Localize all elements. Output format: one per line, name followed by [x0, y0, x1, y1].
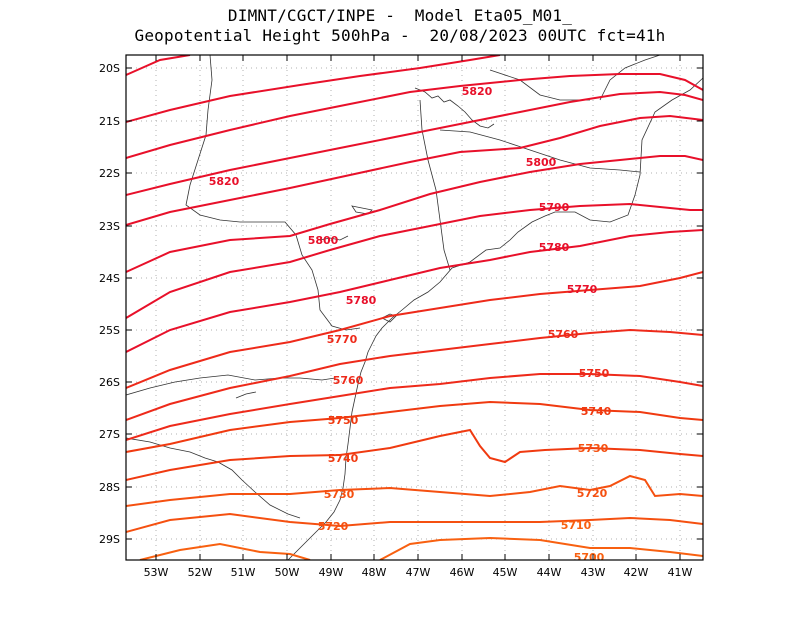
- contour-label: 5710: [561, 519, 592, 532]
- lon-tick-label: 48W: [362, 566, 387, 579]
- contour-label: 5770: [327, 333, 358, 346]
- state-border: [599, 55, 661, 101]
- lon-tick-label: 47W: [406, 566, 431, 579]
- lon-tick-label: 45W: [493, 566, 518, 579]
- lat-tick-label: 26S: [99, 376, 120, 389]
- lat-tick-label: 25S: [99, 324, 120, 337]
- lat-tick-label: 24S: [99, 272, 120, 285]
- lon-tick-label: 43W: [581, 566, 606, 579]
- chart-title-line-2: Geopotential Height 500hPa - 20/08/2023 …: [134, 26, 666, 45]
- lat-tick-label: 22S: [99, 167, 120, 180]
- contour-line: [126, 202, 703, 319]
- longitude-axis: [155, 55, 681, 560]
- lon-tick-label: 44W: [537, 566, 562, 579]
- contour-label: 5820: [462, 85, 493, 98]
- contour-line: [139, 542, 311, 560]
- contour-label: 5770: [567, 283, 598, 296]
- contour-label: 5800: [526, 156, 557, 169]
- lon-tick-label: 51W: [231, 566, 256, 579]
- coastline-and-borders: [126, 55, 703, 560]
- contour-label: 5720: [577, 487, 608, 500]
- contour-line: [126, 512, 703, 533]
- reservoir: [414, 87, 495, 129]
- chart-title-line-1: DIMNT/CGCT/INPE - Model Eta05_M01_: [227, 6, 573, 25]
- contour-label: 5750: [579, 367, 610, 380]
- contour-line: [126, 155, 703, 273]
- latitude-labels: 20S 21S 22S 23S 24S 25S 26S 27S 28S 29S: [99, 62, 120, 546]
- latitude-axis: [126, 67, 703, 540]
- contour-line: [126, 474, 703, 507]
- contour-line: [126, 328, 703, 421]
- lon-tick-label: 49W: [319, 566, 344, 579]
- state-border: [489, 69, 590, 101]
- state-border: [419, 99, 451, 271]
- geopotential-contours: [126, 55, 703, 560]
- lat-tick-label: 27S: [99, 428, 120, 441]
- contour-label: 5750: [328, 414, 359, 427]
- contour-label: 5740: [581, 405, 612, 418]
- plot-frame: [125, 54, 704, 561]
- state-border: [439, 129, 641, 173]
- contour-label: 5730: [578, 442, 609, 455]
- contour-line: [126, 400, 703, 453]
- reservoir: [319, 235, 349, 241]
- contour-label: 5720: [318, 520, 349, 533]
- grid-lines: [126, 55, 703, 560]
- lat-tick-label: 28S: [99, 481, 120, 494]
- contour-line: [126, 373, 703, 441]
- contour-line: [379, 536, 703, 560]
- contour-label: 5800: [308, 234, 339, 247]
- lon-tick-label: 42W: [624, 566, 649, 579]
- contour-line: [126, 114, 703, 226]
- contour-label: 5780: [539, 241, 570, 254]
- lon-tick-label: 50W: [275, 566, 300, 579]
- contour-label: 5730: [324, 488, 355, 501]
- contour-line: [126, 55, 501, 123]
- contour-line: [126, 428, 703, 481]
- lon-tick-label: 41W: [668, 566, 693, 579]
- coastline: [287, 77, 703, 560]
- contour-label: 5780: [346, 294, 377, 307]
- contour-label: 5820: [209, 175, 240, 188]
- contour-line: [126, 55, 191, 76]
- contour-label: 5700: [574, 551, 605, 564]
- contour-label: 5760: [333, 374, 364, 387]
- lat-tick-label: 21S: [99, 115, 120, 128]
- state-border: [126, 374, 336, 396]
- reservoir: [235, 391, 257, 399]
- contour-line: [126, 73, 703, 159]
- state-border: [126, 437, 301, 519]
- lon-tick-label: 46W: [450, 566, 475, 579]
- contour-line: [126, 229, 703, 353]
- longitude-labels: 53W 52W 51W 50W 49W 48W 47W 46W 45W 44W …: [144, 566, 693, 579]
- lat-tick-label: 29S: [99, 533, 120, 546]
- contour-line: [126, 90, 703, 196]
- contour-label: 5790: [539, 201, 570, 214]
- lat-tick-label: 20S: [99, 62, 120, 75]
- lat-tick-label: 23S: [99, 220, 120, 233]
- contour-line: [126, 271, 703, 389]
- contour-label: 5760: [548, 328, 579, 341]
- lon-tick-label: 52W: [188, 566, 213, 579]
- state-border: [185, 55, 361, 331]
- contour-labels: 5820 5800 5790 5820 5800 5780 5780 5770 …: [209, 85, 612, 564]
- contour-label: 5740: [328, 452, 359, 465]
- lon-tick-label: 53W: [144, 566, 169, 579]
